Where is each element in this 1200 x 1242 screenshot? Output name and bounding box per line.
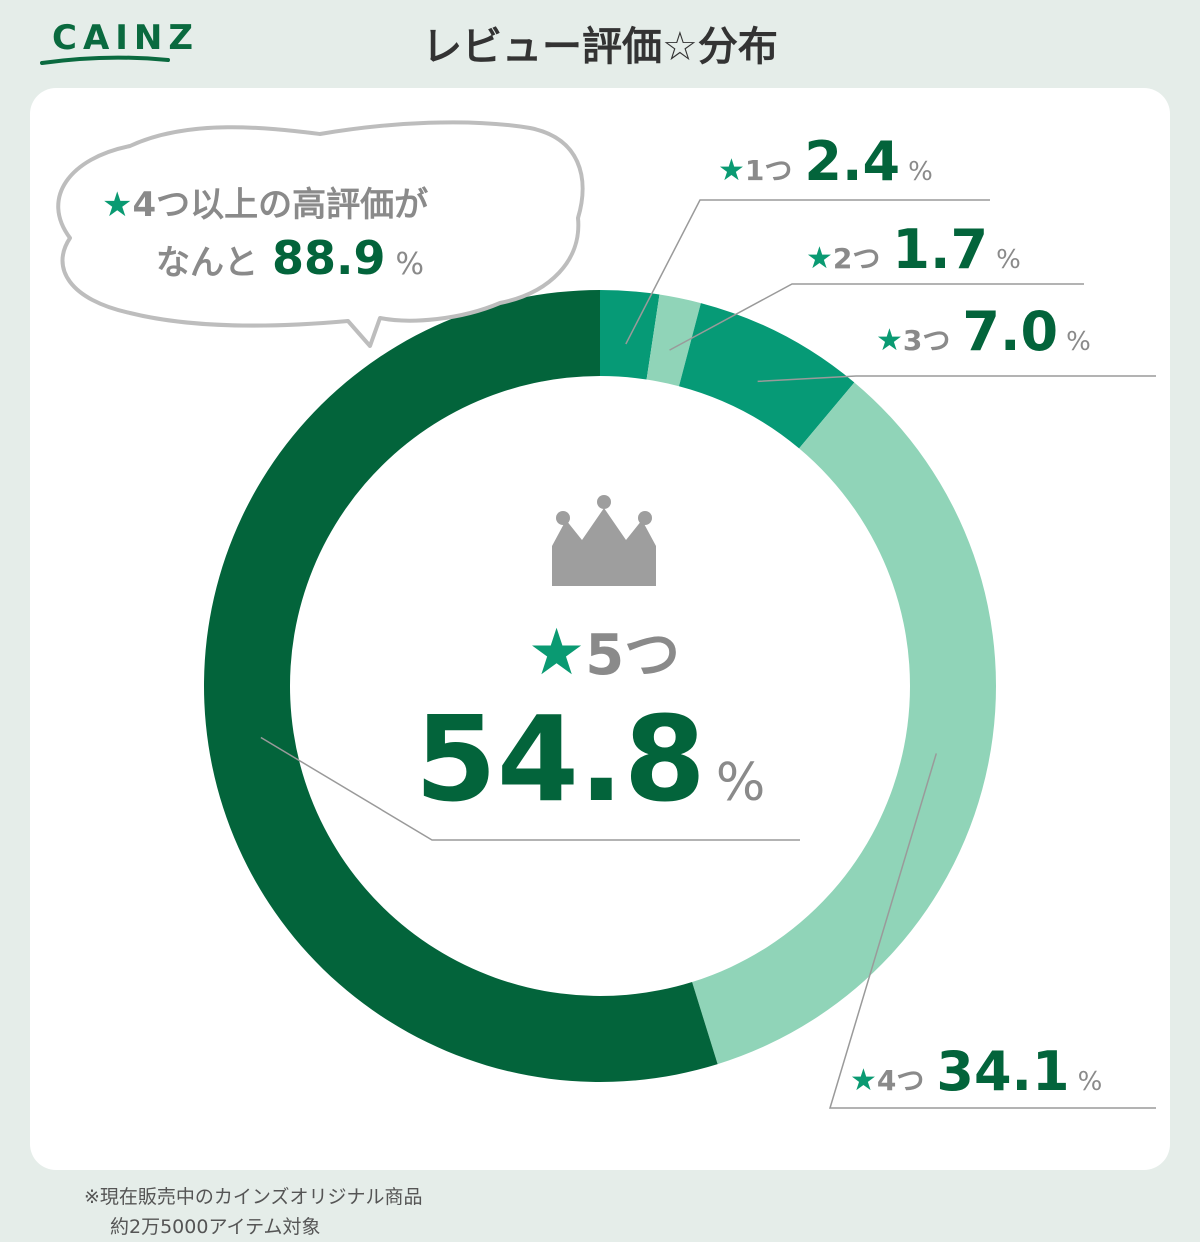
star-icon: ★: [850, 1063, 877, 1098]
center-star-icon: ★: [528, 616, 585, 690]
center-value-line: 54.8%: [415, 690, 766, 828]
footnote-line1: ※現在販売中のカインズオリジナル商品: [84, 1186, 423, 1208]
callout-line2: なんと 88.9%: [156, 231, 424, 285]
leader-lines-group: [260, 199, 1156, 1109]
callout-prefix: なんと: [156, 243, 258, 283]
label-star1-value: 2.4: [804, 130, 900, 193]
label-star1: ★1つ 2.4%: [718, 130, 933, 193]
footnote: ※現在販売中のカインズオリジナル商品 約2万5000アイテム対象: [84, 1182, 423, 1242]
callout-bubble: [56, 120, 585, 348]
callout-line1: ★4つ以上の高評価が: [102, 185, 428, 225]
label-star3-value: 7.0: [962, 300, 1058, 363]
callout-star-icon: ★: [102, 185, 132, 225]
label-star2-unit: %: [996, 245, 1021, 275]
label-star1-unit: %: [908, 157, 933, 187]
star-icon: ★: [806, 241, 833, 276]
label-star3: ★3つ 7.0%: [876, 300, 1091, 363]
star-icon: ★: [876, 323, 903, 358]
label-star3-unit: %: [1066, 327, 1091, 357]
callout-unit: %: [396, 247, 425, 282]
star-icon: ★: [718, 153, 745, 188]
crown-icon: [552, 495, 656, 586]
logo-swoosh-icon: [40, 55, 170, 65]
slices-group: [203, 290, 996, 1082]
chart-card: ★4つ以上の高評価が なんと 88.9% ★1つ 2.4% ★2つ 1.7% ★3つ 7…: [30, 88, 1170, 1238]
label-star4-text: 4つ: [877, 1064, 924, 1097]
center-unit: %: [716, 753, 765, 813]
donut-chart: ★4つ以上の高評価が なんと 88.9% ★1つ 2.4% ★2つ 1.7% ★3つ 7…: [56, 120, 1156, 1109]
donut-slice-4: [692, 382, 996, 1065]
label-star2-value: 1.7: [892, 218, 988, 281]
label-star4: ★4つ 34.1%: [850, 1040, 1102, 1103]
label-star2-text: 2つ: [833, 242, 880, 275]
donut-slice-2: [646, 294, 701, 387]
center-label-text: 5つ: [585, 623, 680, 688]
label-star3-text: 3つ: [903, 324, 950, 357]
page-header: CAINZ レビュー評価☆分布: [0, 0, 1200, 88]
label-star4-value: 34.1: [936, 1040, 1069, 1103]
leader-line-1: [625, 199, 990, 345]
leader-line-3: [757, 375, 1156, 383]
donut-slice-5: [203, 290, 718, 1082]
donut-slice-3: [678, 303, 855, 449]
callout-line1-text: 4つ以上の高評価が: [132, 185, 428, 225]
label-star4-unit: %: [1078, 1067, 1103, 1097]
leader-line-4: [828, 753, 1156, 1109]
callout-value: 88.9: [272, 231, 386, 285]
page-title: レビュー評価☆分布: [422, 24, 778, 70]
center-label: ★5つ: [528, 616, 680, 690]
cainz-logo: CAINZ: [52, 18, 200, 58]
leader-line-2: [669, 283, 1084, 351]
label-star1-text: 1つ: [745, 154, 792, 187]
footnote-line2: 約2万5000アイテム対象: [110, 1216, 321, 1238]
label-star2: ★2つ 1.7%: [806, 218, 1021, 281]
center-value: 54.8: [415, 690, 706, 828]
leader-line-5: [260, 736, 800, 841]
